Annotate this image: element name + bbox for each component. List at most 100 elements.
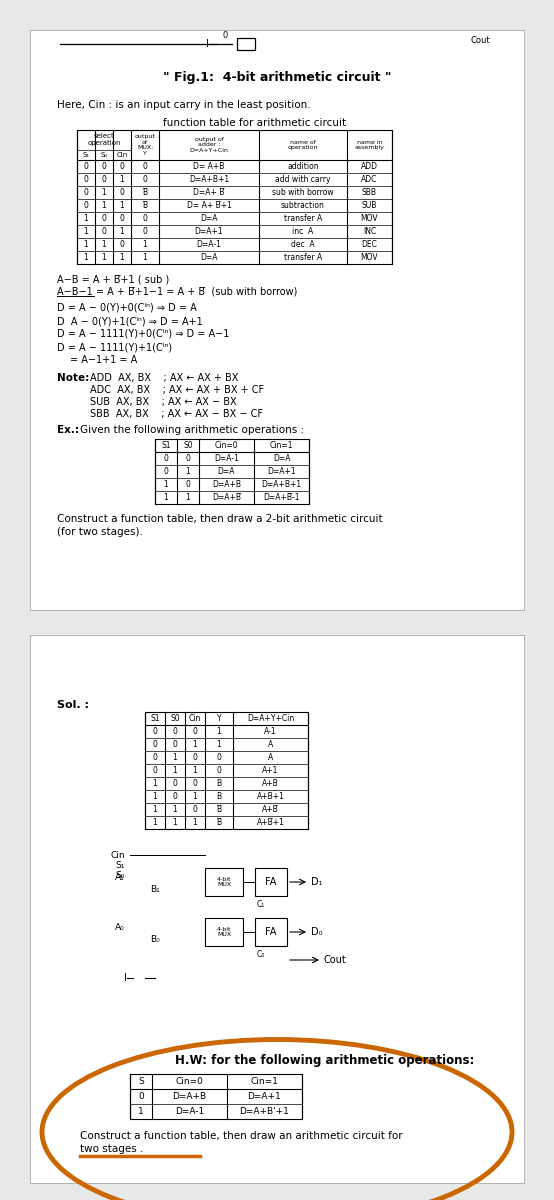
Text: subtraction: subtraction — [281, 200, 325, 210]
Text: dec  A: dec A — [291, 240, 315, 248]
Text: 0: 0 — [172, 779, 177, 788]
Text: INC: INC — [363, 227, 376, 236]
Text: Sol. :: Sol. : — [57, 700, 89, 710]
Text: 0: 0 — [120, 188, 125, 197]
Text: I: I — [206, 38, 208, 49]
Text: S₁: S₁ — [83, 152, 90, 158]
Text: 1: 1 — [152, 779, 157, 788]
Text: D=A+1: D=A+1 — [267, 467, 296, 476]
Text: H.W: for the following arithmetic operations:: H.W: for the following arithmetic operat… — [175, 1054, 474, 1067]
Text: S: S — [138, 1078, 144, 1086]
Bar — [30, 30, 524, 610]
Text: sub with borrow: sub with borrow — [272, 188, 334, 197]
Text: D=A: D=A — [218, 467, 235, 476]
Text: 0: 0 — [172, 727, 177, 736]
Text: B₀: B₀ — [150, 936, 160, 944]
Text: 1: 1 — [193, 740, 197, 749]
Text: 0: 0 — [186, 454, 191, 463]
Text: S₀: S₀ — [116, 870, 125, 880]
Text: D = A − 1111(Y)+1(Cᴵⁿ): D = A − 1111(Y)+1(Cᴵⁿ) — [57, 342, 172, 352]
Text: A+B̅+1: A+B̅+1 — [257, 818, 284, 827]
Text: 0: 0 — [193, 805, 197, 814]
Text: 1: 1 — [193, 792, 197, 802]
Text: 0: 0 — [152, 754, 157, 762]
Text: A: A — [268, 740, 273, 749]
Text: D=A+1: D=A+1 — [248, 1092, 281, 1102]
Text: ADC: ADC — [361, 175, 378, 184]
Text: B: B — [217, 792, 222, 802]
Text: 0: 0 — [152, 766, 157, 775]
Text: select
operation: select operation — [87, 133, 121, 146]
Bar — [145, 712, 308, 829]
Text: output
of
MUX:
Y: output of MUX: Y — [135, 133, 156, 156]
Text: 1: 1 — [173, 805, 177, 814]
Text: 1: 1 — [142, 240, 147, 248]
Text: 0: 0 — [120, 240, 125, 248]
Text: Cin=0: Cin=0 — [176, 1078, 203, 1086]
Text: Note:: Note: — [57, 373, 89, 383]
Text: 0: 0 — [120, 214, 125, 223]
Text: Cout: Cout — [470, 36, 490, 44]
Text: Cin: Cin — [110, 851, 125, 859]
Text: D = A − 1111(Y)+0(Cᴵⁿ) ⇒ D = A−1: D = A − 1111(Y)+0(Cᴵⁿ) ⇒ D = A−1 — [57, 329, 229, 338]
Text: Here, Cin : is an input carry in the least position.: Here, Cin : is an input carry in the lea… — [57, 100, 311, 110]
Text: A−B = A + B̅+1 ( sub ): A−B = A + B̅+1 ( sub ) — [57, 274, 170, 284]
Text: C₁: C₁ — [257, 900, 265, 910]
Text: 1: 1 — [163, 493, 168, 502]
Text: 1: 1 — [217, 727, 222, 736]
Text: 1: 1 — [101, 253, 106, 262]
Text: 0: 0 — [120, 162, 125, 170]
Text: Construct a function table, then draw a 2-bit arithmetic circuit: Construct a function table, then draw a … — [57, 514, 383, 524]
Text: 0: 0 — [142, 214, 147, 223]
Text: 0: 0 — [163, 467, 168, 476]
Text: 1: 1 — [152, 792, 157, 802]
Text: 0: 0 — [152, 740, 157, 749]
Text: Cout: Cout — [324, 955, 347, 965]
Text: 0: 0 — [142, 227, 147, 236]
Text: A-1: A-1 — [264, 727, 277, 736]
Text: B̅: B̅ — [142, 200, 147, 210]
Text: D= A+ B̅+1: D= A+ B̅+1 — [187, 200, 232, 210]
Text: D=A+B+1: D=A+B+1 — [261, 480, 301, 490]
Text: 1: 1 — [173, 766, 177, 775]
Text: D=A+Y+Cin: D=A+Y+Cin — [247, 714, 294, 722]
Text: 0: 0 — [101, 214, 106, 223]
Text: ADD  AX, BX    ; AX ← AX + BX: ADD AX, BX ; AX ← AX + BX — [90, 373, 238, 383]
Text: name of
operation: name of operation — [288, 139, 318, 150]
Text: A: A — [268, 754, 273, 762]
Text: ADC  AX, BX    ; AX ← AX + BX + CF: ADC AX, BX ; AX ← AX + BX + CF — [90, 385, 264, 395]
Text: Y: Y — [217, 714, 221, 722]
Text: SUB: SUB — [362, 200, 377, 210]
Text: addition: addition — [287, 162, 319, 170]
Text: D=A+B̅: D=A+B̅ — [212, 493, 241, 502]
Text: 0: 0 — [217, 766, 222, 775]
Text: Cin=0: Cin=0 — [215, 440, 238, 450]
Text: 1: 1 — [84, 214, 89, 223]
Text: S1: S1 — [150, 714, 160, 722]
Text: 1: 1 — [120, 227, 125, 236]
Text: D=A: D=A — [200, 253, 218, 262]
Bar — [205, 868, 243, 896]
Bar — [255, 918, 287, 946]
Text: SBB: SBB — [362, 188, 377, 197]
Text: B̅: B̅ — [217, 805, 222, 814]
Bar — [255, 868, 287, 896]
Text: 1: 1 — [193, 818, 197, 827]
Text: 1: 1 — [120, 175, 125, 184]
Text: 1: 1 — [173, 754, 177, 762]
Text: D₀: D₀ — [311, 926, 322, 937]
Text: A₁: A₁ — [115, 872, 125, 882]
Text: FA: FA — [265, 877, 276, 887]
Text: Given the following arithmetic operations :: Given the following arithmetic operation… — [80, 425, 304, 434]
Text: 0: 0 — [186, 480, 191, 490]
Text: 0: 0 — [152, 727, 157, 736]
Text: function table for arithmetic circuit: function table for arithmetic circuit — [163, 118, 347, 128]
Text: ADD: ADD — [361, 162, 378, 170]
Text: 1: 1 — [193, 766, 197, 775]
Text: add with carry: add with carry — [275, 175, 331, 184]
Text: 0: 0 — [222, 30, 228, 40]
Text: D=A+B: D=A+B — [212, 480, 241, 490]
Text: 0: 0 — [101, 162, 106, 170]
Text: 1: 1 — [101, 200, 106, 210]
Text: 0: 0 — [138, 1092, 144, 1102]
